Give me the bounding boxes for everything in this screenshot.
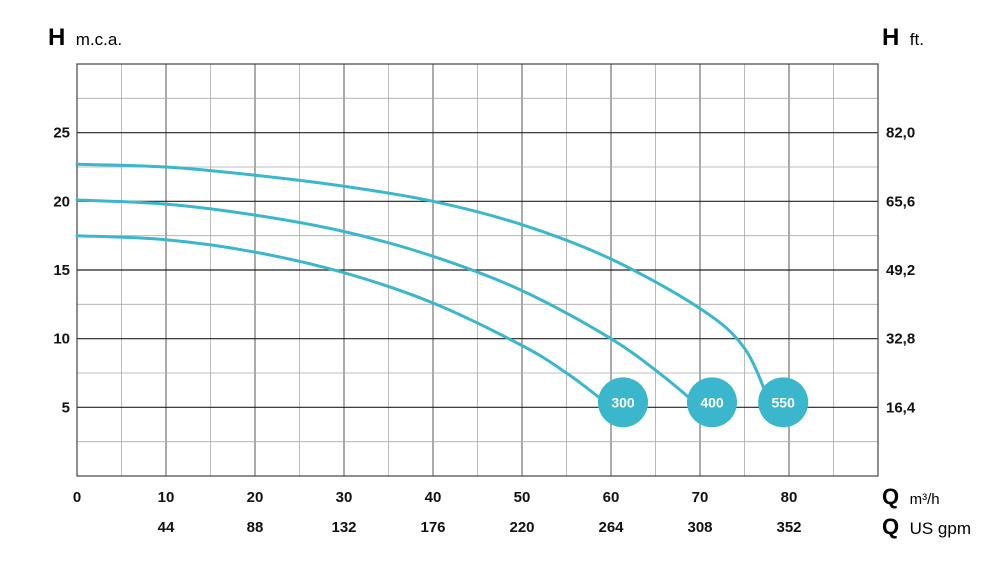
x-primary-tick-label: 70: [692, 489, 709, 506]
right-axis-title: H ft.: [882, 24, 924, 51]
right-y-tick-label: 32,8: [886, 331, 915, 348]
series-badge-400: [687, 377, 737, 428]
left-y-tick-label: 20: [53, 193, 70, 210]
x-primary-tick-label: 80: [781, 489, 798, 506]
x-secondary-tick-label: 264: [598, 519, 624, 536]
x-secondary-tick-label: 132: [331, 519, 356, 536]
left-axis-letter: H: [48, 24, 65, 51]
series-badge-300: [598, 377, 648, 428]
x-secondary-tick-label: 176: [420, 519, 445, 536]
series-line-550: [75, 162, 773, 409]
right-axis-letter: H: [882, 24, 899, 51]
x-axis-title-secondary: Q US gpm: [882, 514, 971, 539]
x-primary-tick-label: 30: [336, 489, 353, 506]
left-y-tick-label: 25: [53, 125, 70, 142]
left-axis-title: H m.c.a.: [48, 24, 122, 51]
grid: [76, 63, 879, 477]
series-label-550: 550: [772, 394, 796, 410]
x-primary-tick-label: 0: [73, 489, 81, 506]
right-y-tick-label: 65,6: [886, 193, 915, 210]
x-axis-title-primary: Q m³/h: [882, 484, 940, 509]
series-label-400: 400: [700, 394, 724, 410]
series-line-400: [75, 198, 702, 409]
x-primary-tick-label: 60: [603, 489, 620, 506]
series-badge-550: [758, 377, 809, 428]
series: 300 400 550: [75, 162, 809, 428]
right-y-tick-label: 16,4: [886, 399, 916, 416]
series-line-300: [75, 234, 613, 409]
right-axis-unit: ft.: [910, 30, 924, 49]
x-secondary-tick-label: 352: [776, 519, 801, 536]
x-primary-tick-label: 50: [514, 489, 531, 506]
x-primary-tick-label: 10: [158, 489, 175, 506]
right-y-tick-label: 49,2: [886, 262, 915, 279]
x-secondary-tick-label: 44: [158, 519, 175, 536]
x-secondary-unit: US gpm: [910, 519, 971, 538]
x-primary-letter: Q: [882, 484, 899, 509]
left-y-tick-label: 10: [53, 331, 70, 348]
x-primary-tick-label: 20: [247, 489, 264, 506]
x-primary-tick-label: 40: [425, 489, 442, 506]
x-secondary-tick-label: 88: [247, 519, 264, 536]
left-axis-unit: m.c.a.: [76, 30, 122, 49]
tick-labels: 5 10 15 20 25 16,4 32,8 49,2 65,6 82,0 0 10 20 30 40 50…: [53, 125, 916, 536]
x-secondary-tick-label: 220: [509, 519, 534, 536]
x-primary-unit: m³/h: [910, 491, 940, 508]
left-y-tick-label: 15: [53, 262, 70, 279]
series-label-300: 300: [611, 394, 635, 410]
x-secondary-tick-label: 308: [687, 519, 712, 536]
plot-frame: [76, 63, 879, 477]
left-y-tick-label: 5: [62, 399, 70, 416]
right-y-tick-label: 82,0: [886, 125, 915, 142]
x-secondary-letter: Q: [882, 514, 899, 539]
